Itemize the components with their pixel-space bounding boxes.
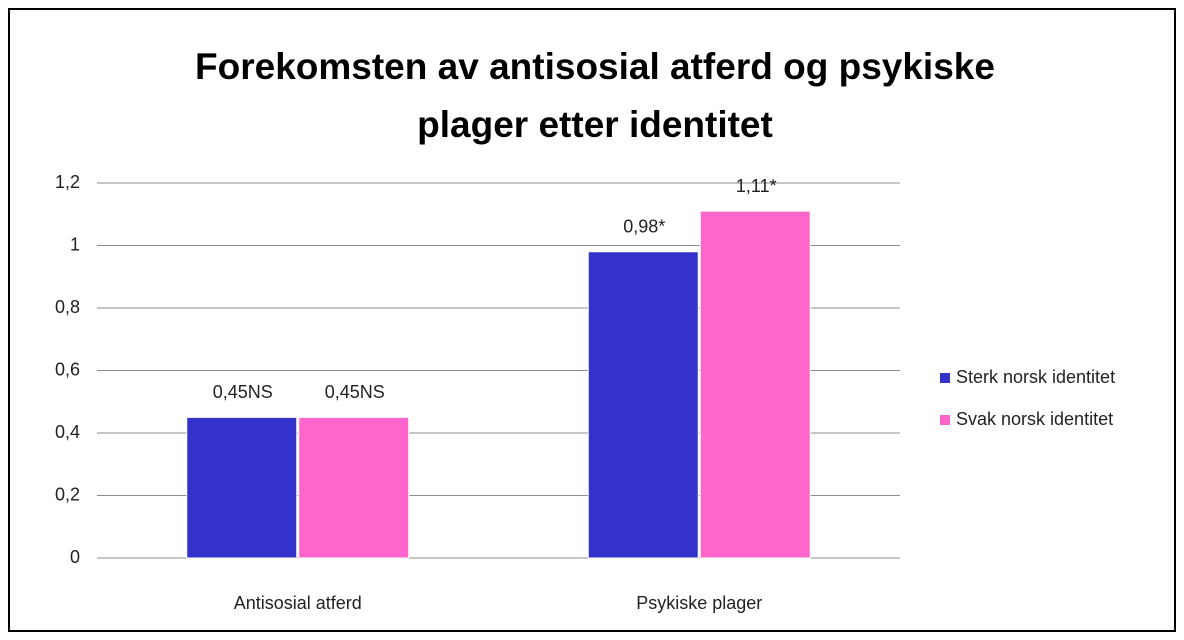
y-tick-label: 1,2 bbox=[55, 172, 80, 192]
chart-title: Forekomsten av antisosial atferd og psyk… bbox=[195, 46, 995, 145]
x-tick-label: Antisosial atferd bbox=[234, 593, 362, 613]
legend-swatch bbox=[940, 373, 950, 383]
data-label: 1,11* bbox=[736, 176, 777, 196]
x-tick-label: Psykiske plager bbox=[636, 593, 762, 613]
y-tick-label: 0 bbox=[70, 547, 80, 567]
data-label: 0,45NS bbox=[213, 382, 273, 402]
y-tick-label: 0,6 bbox=[55, 359, 80, 379]
data-label: 0,98* bbox=[623, 217, 665, 237]
bar bbox=[587, 251, 699, 559]
bar bbox=[186, 416, 298, 559]
legend-label: Svak norsk identitet bbox=[956, 409, 1113, 429]
y-tick-label: 0,2 bbox=[55, 484, 80, 504]
legend-swatch bbox=[940, 415, 950, 425]
y-tick-label: 0,4 bbox=[55, 422, 80, 442]
y-tick-label: 1 bbox=[70, 234, 80, 254]
bar bbox=[298, 416, 410, 559]
data-label: 0,45NS bbox=[325, 382, 385, 402]
bar bbox=[699, 210, 811, 559]
legend-label: Sterk norsk identitet bbox=[956, 367, 1115, 387]
y-tick-label: 0,8 bbox=[55, 297, 80, 317]
